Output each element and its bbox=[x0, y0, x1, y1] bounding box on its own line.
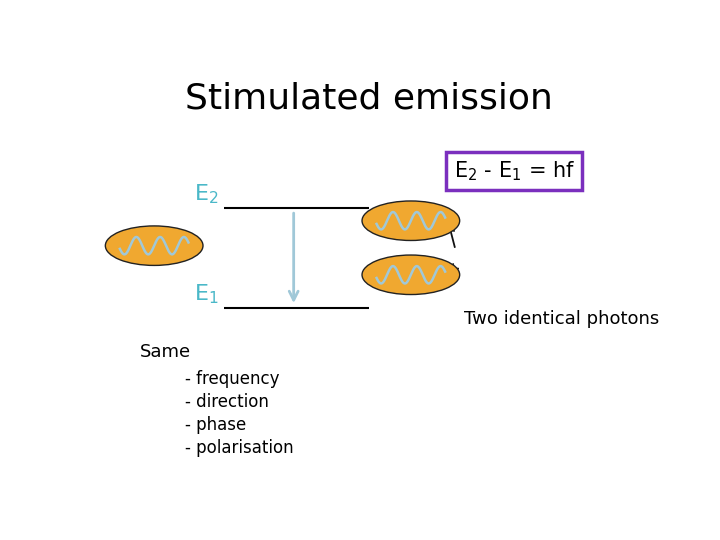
Text: Two identical photons: Two identical photons bbox=[464, 310, 659, 328]
Text: Same: Same bbox=[140, 343, 192, 361]
Ellipse shape bbox=[362, 255, 459, 294]
Text: - direction: - direction bbox=[185, 393, 269, 411]
Text: E$_2$ - E$_1$ = hf: E$_2$ - E$_1$ = hf bbox=[454, 159, 575, 183]
Text: - frequency: - frequency bbox=[185, 370, 279, 388]
Ellipse shape bbox=[105, 226, 203, 266]
Ellipse shape bbox=[362, 201, 459, 240]
Text: Stimulated emission: Stimulated emission bbox=[185, 82, 553, 116]
Text: E$_2$: E$_2$ bbox=[194, 183, 218, 206]
Text: - phase: - phase bbox=[185, 416, 246, 434]
Text: - polarisation: - polarisation bbox=[185, 439, 294, 457]
Text: E$_1$: E$_1$ bbox=[194, 282, 218, 306]
